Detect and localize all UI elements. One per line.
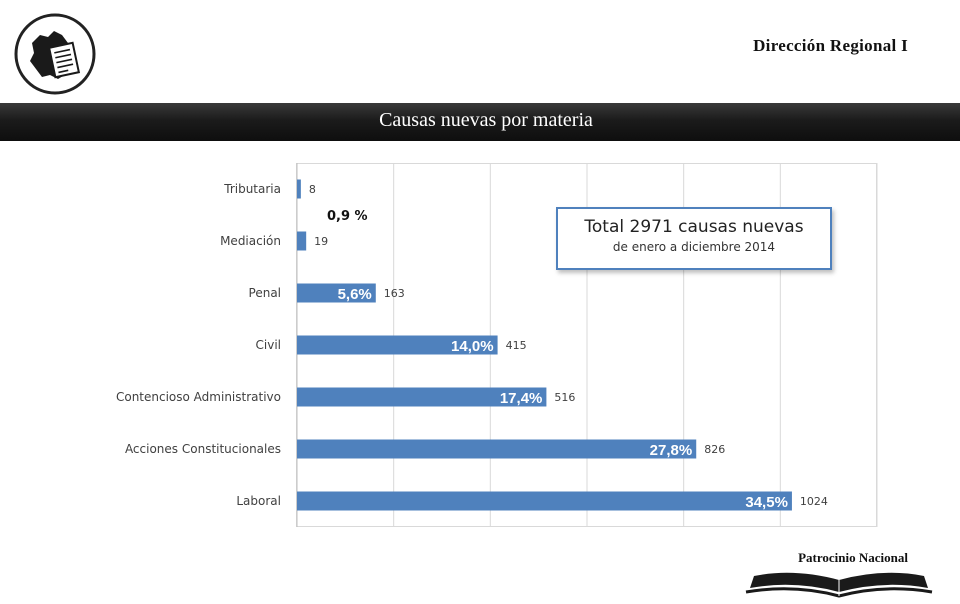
org-title: Dirección Regional I: [753, 36, 908, 55]
value-label: 8: [309, 183, 316, 196]
percent-label: 5,6%: [338, 286, 372, 303]
category-label: Contencioso Administrativo: [116, 390, 281, 404]
category-label: Laboral: [236, 494, 281, 508]
bar: [297, 231, 307, 251]
value-label: 516: [554, 391, 575, 404]
annotation-label: 0,9 %: [327, 209, 368, 224]
bar: [297, 179, 301, 199]
category-label: Mediación: [220, 234, 281, 248]
bar: [297, 335, 498, 355]
category-label: Civil: [256, 338, 281, 352]
value-label: 826: [704, 443, 725, 456]
value-label: 415: [506, 339, 527, 352]
title-banner: Causas nuevas por materia: [0, 103, 960, 141]
footer-label: Patrocinio Nacional: [798, 550, 908, 565]
bar: [297, 387, 547, 407]
percent-label: 34,5%: [745, 494, 788, 511]
value-label: 1024: [800, 495, 828, 508]
percent-label: 27,8%: [650, 442, 693, 459]
region-map-document-icon: [14, 13, 96, 95]
bar: [297, 439, 697, 459]
value-label: 19: [314, 235, 328, 248]
percent-label: 17,4%: [500, 390, 543, 407]
open-book-icon: [744, 566, 934, 600]
slide-title: Causas nuevas por materia: [379, 109, 593, 131]
category-label: Acciones Constitucionales: [125, 442, 281, 456]
category-label: Tributaria: [223, 182, 281, 196]
value-label: 163: [384, 287, 405, 300]
bar: [297, 283, 376, 303]
bar: [297, 491, 792, 511]
total-line: Total 2971 causas nuevas: [584, 217, 804, 237]
total-callout: Total 2971 causas nuevas de enero a dici…: [556, 207, 832, 270]
percent-label: 14,0%: [451, 338, 494, 355]
period-line: de enero a diciembre 2014: [612, 240, 776, 254]
category-label: Penal: [249, 286, 281, 300]
